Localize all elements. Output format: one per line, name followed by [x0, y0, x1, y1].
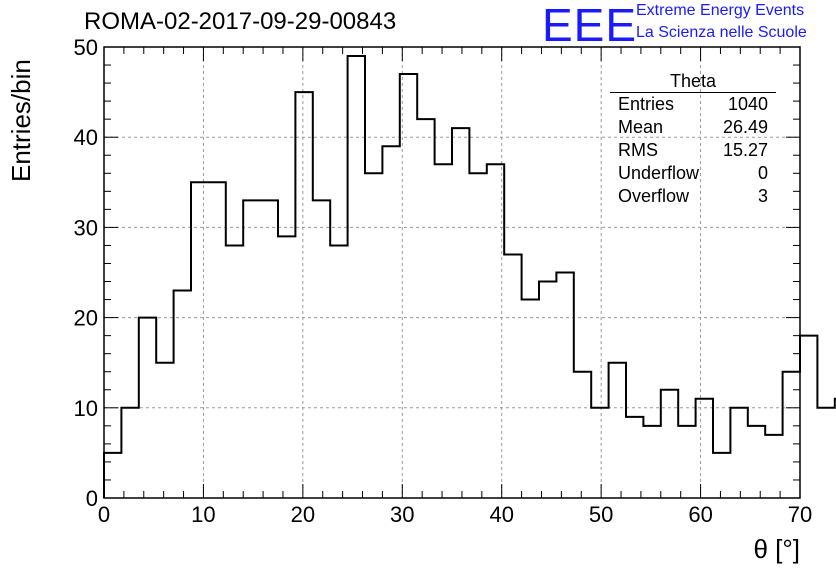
y-tick-label: 40	[74, 125, 98, 150]
histogram-bin	[261, 200, 278, 498]
histogram-bin	[104, 453, 121, 498]
histogram-bin	[504, 254, 521, 498]
histogram-bin	[278, 236, 295, 498]
histogram-bin	[817, 408, 834, 498]
x-tick-label: 70	[788, 502, 812, 527]
histogram-bin	[748, 426, 765, 498]
stats-value: 26.49	[722, 117, 768, 137]
histogram-bin	[313, 200, 330, 498]
stats-label: RMS	[618, 140, 658, 160]
histogram-bin	[591, 408, 608, 498]
histogram-bin	[435, 164, 452, 498]
histogram-bin	[191, 182, 208, 498]
logo-line-1: Extreme Energy Events	[636, 2, 805, 19]
histogram-bin	[174, 291, 191, 498]
histogram-bin	[800, 336, 817, 498]
histogram-bin	[348, 56, 365, 498]
histogram-bin	[609, 363, 626, 498]
histogram-bin	[678, 426, 695, 498]
stats-row: Overflow 3	[610, 185, 776, 208]
histogram-bin	[556, 273, 573, 499]
histogram-bin	[765, 435, 782, 498]
x-tick-label: 0	[98, 502, 110, 527]
x-tick-label: 50	[589, 502, 613, 527]
stats-label: Overflow	[618, 186, 690, 206]
stats-row: Underflow 0	[610, 162, 776, 185]
eee-logo: EEE	[542, 0, 638, 51]
histogram-bin	[574, 372, 591, 498]
stats-row: RMS 15.27	[610, 139, 776, 162]
y-tick-label: 0	[86, 486, 98, 511]
plot-title: ROMA-02-2017-09-29-00843	[84, 8, 397, 35]
stats-value: 3	[757, 186, 768, 206]
histogram-bin	[696, 399, 713, 498]
histogram-bin	[156, 363, 173, 498]
histogram-bin	[226, 245, 243, 498]
histogram-bin	[661, 390, 678, 498]
stats-value: 0	[757, 163, 768, 183]
histogram-bin	[330, 245, 347, 498]
histogram-bin	[382, 146, 399, 498]
x-tick-label: 20	[291, 502, 315, 527]
histogram-bin	[730, 408, 747, 498]
y-tick-label: 30	[74, 215, 98, 240]
histogram-bin	[452, 128, 469, 498]
x-axis-label: θ [°]	[753, 534, 800, 564]
histogram-bin	[539, 282, 556, 498]
stats-label: Entries	[618, 94, 675, 114]
stats-box: Theta Entries 1040 Mean 26.49 RMS 15.27 Und…	[610, 70, 776, 208]
histogram-bin	[365, 173, 382, 498]
histogram-bin	[522, 300, 539, 498]
histogram-bin	[243, 200, 260, 498]
y-tick-label: 20	[74, 306, 98, 331]
histogram-bin	[208, 182, 225, 498]
stats-row: Entries 1040	[610, 93, 776, 116]
histogram-bin	[643, 426, 660, 498]
x-tick-label: 10	[191, 502, 215, 527]
histogram-bin	[417, 119, 434, 498]
y-axis-label: Entries/bin	[6, 59, 36, 182]
histogram-bin	[469, 173, 486, 498]
histogram-bin	[713, 453, 730, 498]
histogram-bin	[295, 92, 312, 498]
stats-title: Theta	[610, 70, 776, 93]
histogram-bin	[783, 372, 800, 498]
x-tick-label: 60	[688, 502, 712, 527]
y-tick-label: 50	[74, 35, 98, 60]
stats-value: 15.27	[722, 140, 768, 160]
stats-label: Mean	[618, 117, 664, 137]
plot-frame	[103, 46, 801, 499]
logo-line-2: La Scienza nelle Scuole	[636, 24, 807, 41]
histogram-bin	[121, 408, 138, 498]
stats-row: Mean 26.49	[610, 116, 776, 139]
stats-value: 1040	[727, 94, 768, 114]
histogram-bin	[626, 417, 643, 498]
x-tick-label: 40	[489, 502, 513, 527]
histogram-line	[103, 55, 836, 498]
y-tick-label: 10	[74, 396, 98, 421]
stats-label: Underflow	[618, 163, 700, 183]
x-tick-label: 30	[390, 502, 414, 527]
